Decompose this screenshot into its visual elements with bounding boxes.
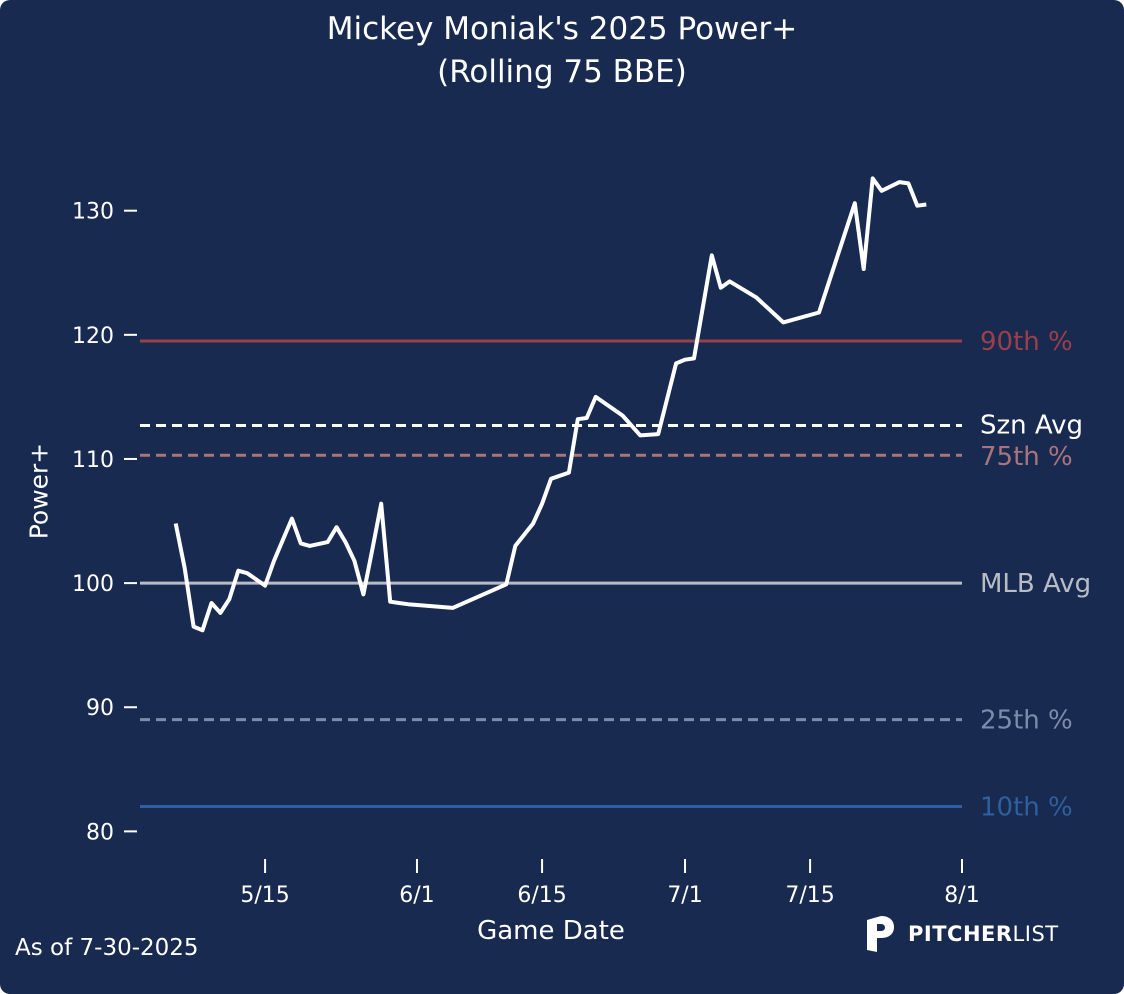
- x-tick-label-3: 7/1: [667, 883, 702, 908]
- x-tick-label-5: 8/1: [944, 883, 979, 908]
- chart-title-line-1: Mickey Moniak's 2025 Power+: [326, 11, 798, 47]
- pitcherlist-logo-icon: [867, 916, 894, 952]
- x-tick-label-1: 6/1: [399, 883, 434, 908]
- as-of-date: As of 7-30-2025: [15, 935, 199, 961]
- x-tick-label-2: 6/15: [517, 883, 566, 908]
- reference-label-5: 10th %: [980, 793, 1073, 823]
- reference-label-4: 25th %: [980, 706, 1073, 736]
- y-tick-label-0: 80: [86, 820, 114, 845]
- y-tick-label-3: 110: [72, 448, 114, 473]
- chart-title: Mickey Moniak's 2025 Power+ (Rolling 75 …: [0, 8, 1124, 94]
- y-tick-label-1: 90: [86, 696, 114, 721]
- y-tick-label-2: 100: [72, 572, 114, 597]
- reference-label-1: Szn Avg: [980, 410, 1083, 440]
- chart-title-line-2: (Rolling 75 BBE): [437, 54, 687, 90]
- y-tick-label-5: 130: [72, 200, 114, 225]
- reference-label-3: MLB Avg: [980, 569, 1091, 599]
- logo-text-light: LIST: [1012, 922, 1059, 946]
- y-tick-label-4: 120: [72, 324, 114, 349]
- x-tick-label-4: 7/15: [785, 883, 834, 908]
- y-axis-label: Power+: [24, 442, 54, 540]
- reference-label-2: 75th %: [980, 442, 1073, 472]
- x-axis-label: Game Date: [477, 916, 625, 946]
- logo-text-bold: PITCHER: [908, 922, 1013, 946]
- x-tick-label-0: 5/15: [240, 883, 289, 908]
- series-line-0: [173, 176, 927, 633]
- pitcherlist-logo: PITCHER LIST: [864, 914, 1059, 954]
- reference-label-0: 90th %: [980, 327, 1073, 357]
